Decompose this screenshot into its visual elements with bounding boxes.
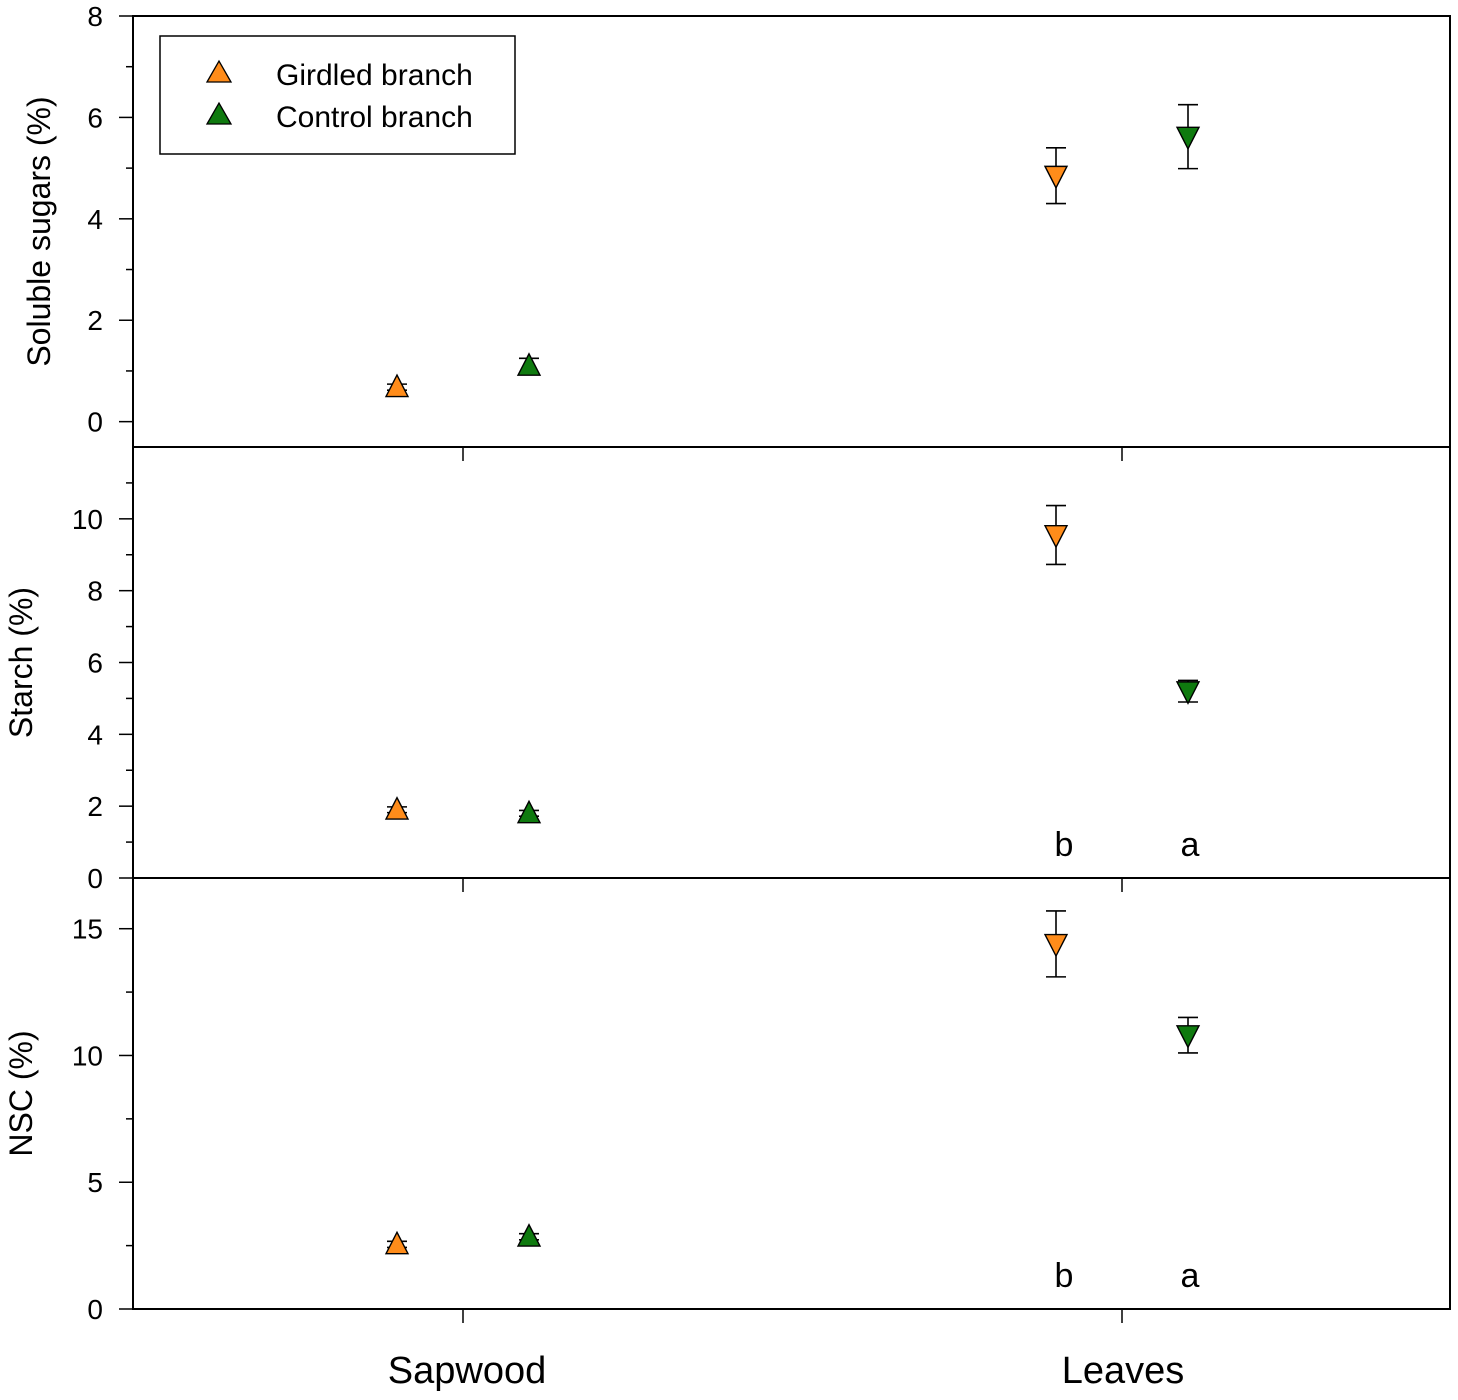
data-point-girdled-branch-sapwood bbox=[384, 1230, 410, 1255]
data-point-control-branch-leaves bbox=[1175, 103, 1201, 170]
y-axis-title: NSC (%) bbox=[3, 1030, 39, 1156]
marker-triangle-up bbox=[384, 1230, 410, 1255]
marker-triangle-down bbox=[1175, 126, 1201, 151]
legend-label-girdled: Girdled branch bbox=[276, 59, 473, 92]
y-tick-label: 0 bbox=[87, 1294, 103, 1325]
legend-box bbox=[159, 35, 516, 155]
marker-triangle-down bbox=[1175, 681, 1201, 705]
y-tick-label: 6 bbox=[87, 648, 103, 679]
significance-letter: b bbox=[1055, 826, 1074, 864]
significance-letter: a bbox=[1181, 826, 1200, 864]
y-tick-label: 6 bbox=[87, 102, 103, 133]
marker-triangle-up bbox=[384, 796, 410, 820]
data-point-girdled-branch-leaves bbox=[1043, 147, 1069, 205]
y-tick-label: 4 bbox=[87, 204, 103, 235]
y-tick-label: 15 bbox=[72, 914, 103, 945]
y-tick-label: 8 bbox=[87, 1, 103, 32]
panel-nsc: 0 5 10 15 NSC (%) b a bbox=[3, 877, 1451, 1325]
significance-letter: a bbox=[1181, 1257, 1200, 1295]
legend-marker-girdled bbox=[205, 59, 233, 83]
y-tick-label: 10 bbox=[72, 504, 103, 535]
y-tick-label: 2 bbox=[87, 791, 103, 822]
y-tick-label: 2 bbox=[87, 305, 103, 336]
category-label-sapwood: Sapwood bbox=[388, 1350, 546, 1392]
panels-layer: 0 2 4 6 8 Soluble sugars (%) 0 2 4 6 8 10 Starch (%)… bbox=[3, 1, 1451, 1325]
marker-triangle-down bbox=[1043, 933, 1069, 958]
data-point-girdled-branch-sapwood bbox=[384, 796, 410, 820]
y-tick-label: 8 bbox=[87, 576, 103, 607]
data-point-control-branch-sapwood bbox=[516, 799, 542, 824]
marker-triangle-down bbox=[1043, 165, 1069, 190]
y-axis-title: Starch (%) bbox=[3, 587, 39, 738]
y-tick-label: 0 bbox=[87, 863, 103, 894]
marker-triangle-up bbox=[516, 352, 542, 376]
significance-letter: b bbox=[1055, 1257, 1074, 1295]
data-point-girdled-branch-leaves bbox=[1043, 910, 1069, 978]
data-point-control-branch-sapwood bbox=[516, 1223, 542, 1247]
marker-triangle-up bbox=[516, 1223, 542, 1247]
legend: Girdled branch Control branch bbox=[159, 35, 516, 155]
marker-triangle-up bbox=[516, 799, 542, 824]
y-tick-label: 5 bbox=[87, 1167, 103, 1198]
y-tick-label: 0 bbox=[87, 407, 103, 438]
panel-starch: 0 2 4 6 8 10 Starch (%) b a bbox=[3, 446, 1451, 894]
data-point-girdled-branch-leaves bbox=[1043, 504, 1069, 566]
marker-triangle-down bbox=[1043, 524, 1069, 549]
marker-triangle-up bbox=[384, 373, 410, 398]
y-tick-label: 4 bbox=[87, 719, 103, 750]
data-point-control-branch-leaves bbox=[1175, 679, 1201, 705]
plot-frame bbox=[132, 446, 1451, 879]
data-point-control-branch-leaves bbox=[1175, 1016, 1201, 1054]
legend-marker-control bbox=[205, 101, 233, 125]
legend-label-control: Control branch bbox=[276, 101, 473, 134]
plot-frame bbox=[132, 877, 1451, 1310]
y-tick-label: 10 bbox=[72, 1040, 103, 1071]
marker-triangle-down bbox=[1175, 1025, 1201, 1049]
category-labels: Sapwood Leaves bbox=[388, 1350, 1185, 1392]
category-label-leaves: Leaves bbox=[1062, 1350, 1185, 1392]
y-axis-title: Soluble sugars (%) bbox=[21, 96, 57, 366]
data-point-control-branch-sapwood bbox=[516, 352, 542, 376]
data-point-girdled-branch-sapwood bbox=[384, 373, 410, 398]
